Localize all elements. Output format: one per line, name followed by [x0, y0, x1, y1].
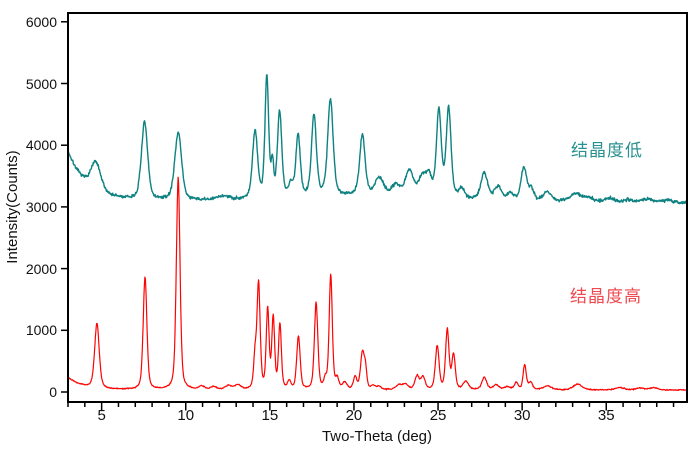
y-tick-label: 1000: [25, 322, 57, 339]
y-axis-ticks: [61, 21, 67, 393]
x-axis-ticks: [67, 403, 675, 411]
y-tick-label: 4000: [25, 137, 57, 154]
x-tick-label: 30: [513, 407, 531, 424]
x-axis-title: Two-Theta (deg): [321, 428, 433, 445]
y-tick-label: 3000: [25, 198, 57, 215]
trace-low-crystallinity: [67, 73, 688, 205]
y-tick-labels: 0 1000 2000 3000 4000 5000 6000: [0, 0, 57, 452]
series-label-high-crystallinity: 结晶度高: [570, 287, 642, 306]
trace-high-crystallinity: [67, 176, 688, 391]
series-label-low-crystallinity: 结晶度低: [571, 141, 643, 160]
plot-frame: [67, 12, 688, 403]
y-tick-label: 2000: [25, 260, 57, 277]
x-tick-label: 35: [597, 407, 615, 424]
x-tick-label: 25: [429, 407, 447, 424]
x-tick-label: 5: [97, 407, 106, 424]
y-tick-label: 0: [49, 384, 57, 400]
y-tick-label: 5000: [25, 75, 57, 92]
x-tick-label: 20: [345, 407, 363, 424]
x-tick-label: 15: [261, 407, 279, 424]
y-tick-label: 6000: [25, 13, 57, 30]
y-axis-title: Intensity(Counts): [4, 150, 21, 264]
x-tick-label: 10: [177, 407, 195, 424]
